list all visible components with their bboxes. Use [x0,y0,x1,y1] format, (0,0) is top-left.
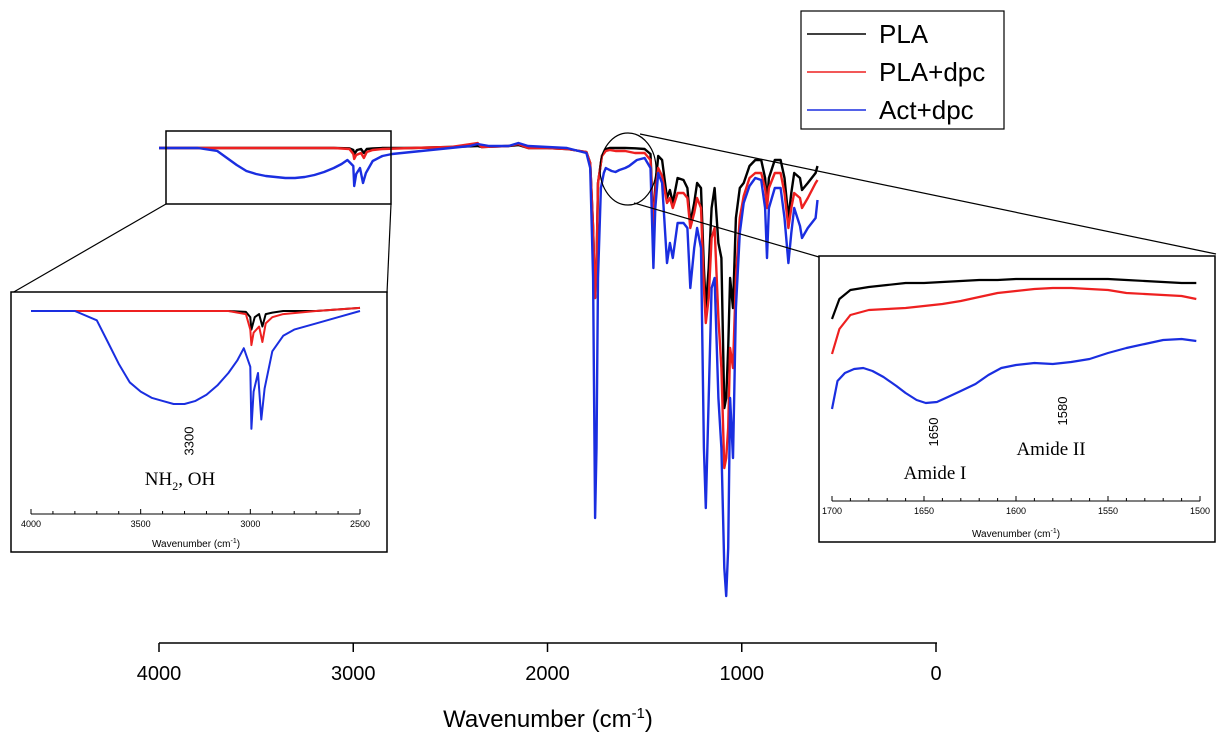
inset-left-series-line-pla-dpc [31,306,361,347]
inset-right-series-line-pla [830,277,1197,320]
inset-left-tick-label: 3000 [240,519,260,529]
main-x-tick-label: 0 [930,663,941,685]
zoom-connector-lines [11,133,1217,294]
inset-right-tick-label: 1700 [822,506,842,516]
zoom-line-right-2 [633,202,820,258]
inset-left-x-axis-label: Wavenumber (cm-1) [152,538,240,550]
inset-right-tick-label: 1650 [914,506,934,516]
main-x-axis-label: Wavenumber (cm-1) [443,705,653,733]
inset-left-tick-label: 3500 [131,519,151,529]
zoom-box-left [165,130,392,205]
inset-right-x-axis: 1700 1650 1600 1550 1500 [822,496,1210,516]
inset-left-x-axis: 4000 3500 3000 2500 [21,509,370,529]
inset-left-tick-label: 4000 [21,519,41,529]
inset-right-x-axis-label: Wavenumber (cm-1) [972,528,1060,540]
legend-items: PLA PLA+dpc Act+dpc [807,19,985,125]
inset-right-annotation-1650: 1650 [926,418,941,447]
zoom-line-left-2 [386,203,392,294]
series-line-pla [159,143,819,410]
inset-left-frame [10,291,388,553]
inset-right-annotation-1580: 1580 [1055,397,1070,426]
zoom-line-right-1 [639,133,1217,255]
main-x-tick-label: 2000 [525,663,570,685]
inset-left-plot [31,306,361,430]
main-x-tick-label: 3000 [331,663,376,685]
inset-left-tick-label: 2500 [350,519,370,529]
series-line-act-dpc [159,141,819,598]
main-x-tick-label: 4000 [137,663,182,685]
inset-right-tick-label: 1550 [1098,506,1118,516]
inset-right-plot [830,277,1197,410]
inset-left-series-line-act-dpc [31,310,361,430]
inset-right-tick-label: 1500 [1190,506,1210,516]
inset-right-amide-ii-label: Amide II [1016,439,1085,460]
legend-label-pla: PLA [879,19,929,49]
zoom-line-left-1 [11,203,167,294]
inset-right-frame [818,255,1216,543]
inset-right-tick-label: 1600 [1006,506,1026,516]
zoom-circle-right [599,132,657,206]
legend: PLA PLA+dpc Act+dpc [800,10,1005,130]
inset-left: 4000 3500 3000 2500 3300 NH2, OH Wavenumber… [10,291,388,553]
inset-left-annotation-3300: 3300 [182,427,197,456]
inset-right: 1700 1650 1600 1550 1500 1650 1580 Amide I A… [818,255,1216,543]
legend-label-act-dpc: Act+dpc [879,95,974,125]
series-line-pla-dpc [159,141,819,470]
inset-right-series-line-act-dpc [830,337,1197,410]
inset-right-series-line-pla-dpc [830,286,1197,355]
main-x-axis: 4000 3000 2000 1000 0 [137,642,942,685]
inset-left-annotation-label: NH2, OH [145,469,216,493]
inset-right-amide-i-label: Amide I [904,463,967,484]
main-plot [159,141,819,598]
legend-label-pla-dpc: PLA+dpc [879,57,985,87]
main-x-tick-label: 1000 [720,663,765,685]
